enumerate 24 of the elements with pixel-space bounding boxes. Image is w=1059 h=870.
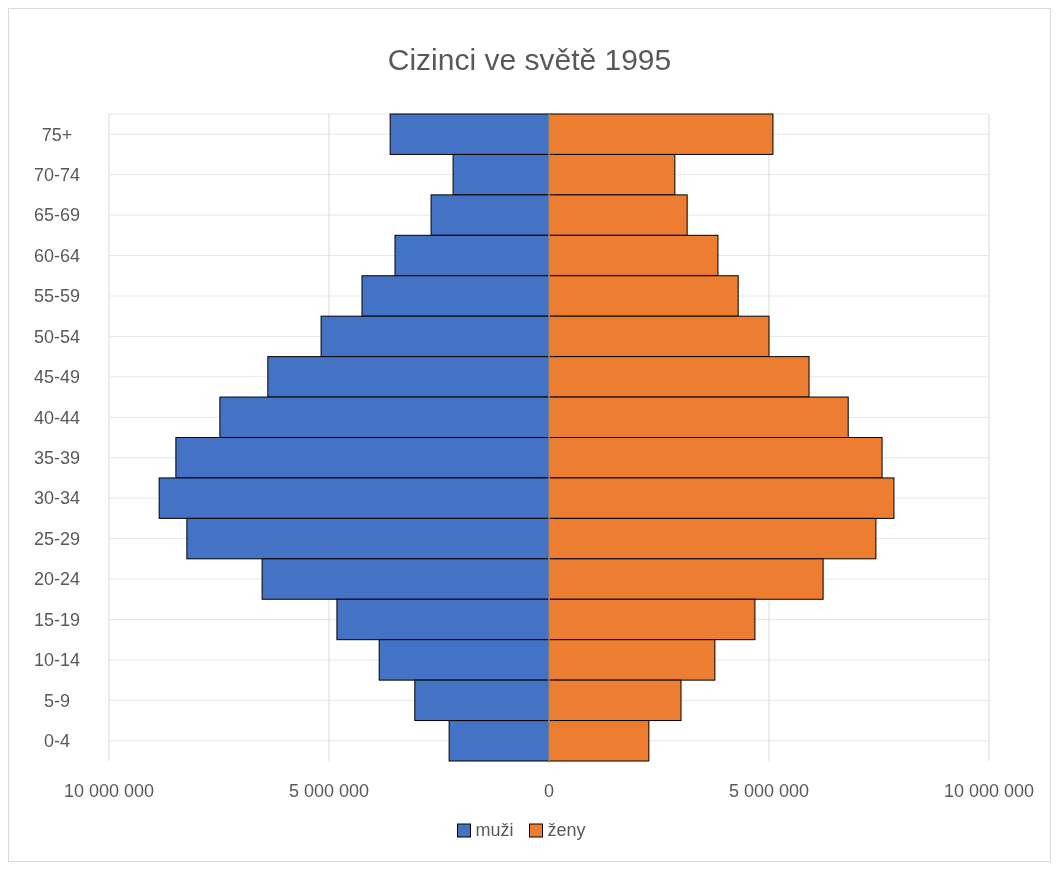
- x-tick-label: 10 000 000: [63, 781, 155, 801]
- y-tick-label: 65-69: [33, 205, 81, 226]
- legend-label: ženy: [547, 820, 586, 840]
- x-tick-label: 5 000 000: [728, 781, 810, 801]
- x-tick-label: 0: [543, 781, 555, 801]
- y-tick-label: 10-14: [33, 650, 81, 671]
- y-tick-label: 40-44: [33, 407, 81, 428]
- y-tick-label: 45-49: [33, 367, 81, 388]
- y-tick-label: 60-64: [33, 245, 81, 266]
- y-tick-label: 20-24: [33, 569, 81, 590]
- y-tick-label: 30-34: [33, 488, 81, 509]
- y-tick-label: 50-54: [33, 326, 81, 347]
- y-tick-label: 5-9: [43, 690, 71, 711]
- y-tick-label: 70-74: [33, 164, 81, 185]
- x-tick-label: 5 000 000: [288, 781, 370, 801]
- y-tick-label: 35-39: [33, 448, 81, 469]
- x-tick-label: 10 000 000: [943, 781, 1035, 801]
- y-tick-label: 75+: [41, 124, 73, 145]
- y-tick-label: 55-59: [33, 286, 81, 307]
- chart-title: Cizinci ve světě 1995: [387, 43, 672, 76]
- y-tick-label: 15-19: [33, 609, 81, 630]
- y-tick-label: 0-4: [43, 731, 71, 752]
- y-tick-label: 25-29: [33, 528, 81, 549]
- legend-label: muži: [475, 820, 514, 840]
